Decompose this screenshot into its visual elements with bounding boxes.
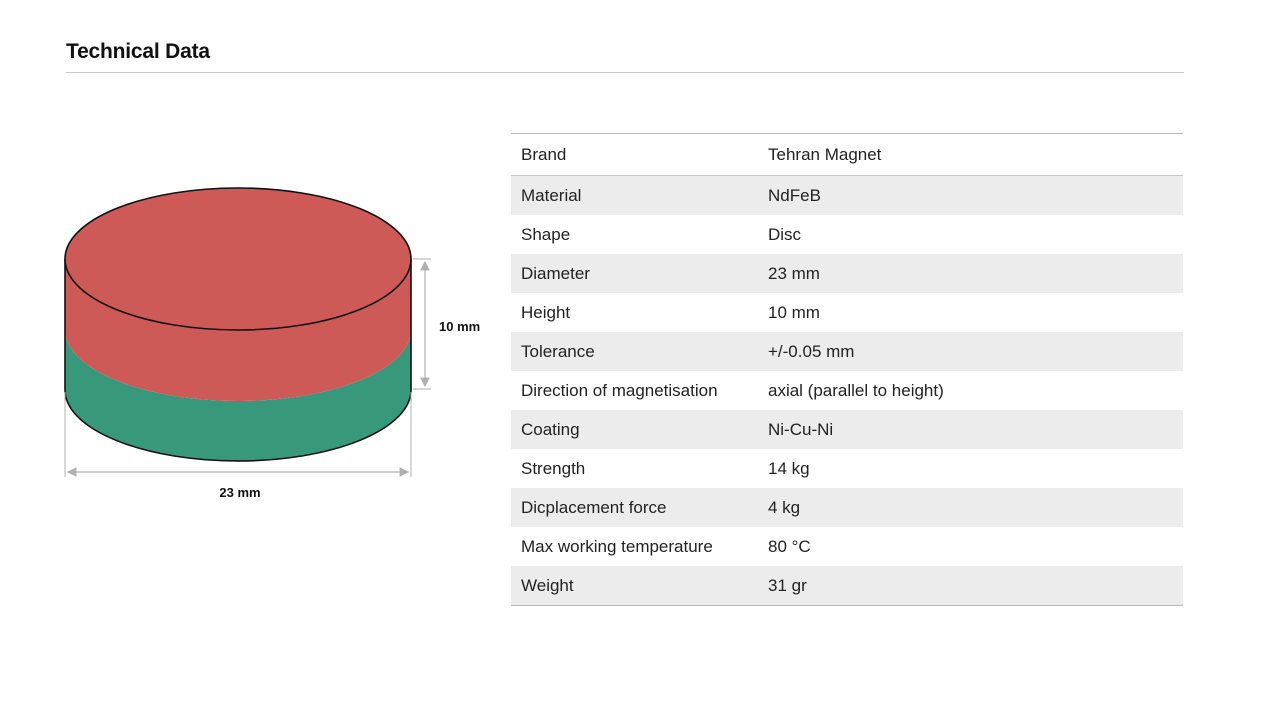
spec-value: Ni-Cu-Ni: [768, 419, 834, 439]
spec-label: Direction of magnetisation: [521, 380, 718, 400]
page-title: Technical Data: [66, 40, 210, 63]
spec-label: Max working temperature: [521, 536, 713, 556]
spec-row: Max working temperature 80 °C: [511, 527, 1183, 566]
spec-row: Direction of magnetisation axial (paralle…: [511, 371, 1183, 410]
spec-row: Material NdFeB: [511, 176, 1183, 215]
south-pole-band: [65, 330, 411, 461]
spec-value: NdFeB: [768, 185, 821, 205]
spec-row: Tolerance +/-0.05 mm: [511, 332, 1183, 371]
spec-row: Strength 14 kg: [511, 449, 1183, 488]
spec-row: Weight 31 gr: [511, 566, 1183, 605]
spec-value: 80 °C: [768, 536, 811, 556]
disc-magnet-diagram: 10 mm 23 mm: [64, 187, 480, 500]
spec-value: Disc: [768, 224, 802, 244]
spec-value: 14 kg: [768, 458, 810, 478]
disc-top-face: [64, 187, 412, 331]
spec-value: 10 mm: [768, 302, 820, 322]
spec-row: Coating Ni-Cu-Ni: [511, 410, 1183, 449]
spec-value: +/-0.05 mm: [768, 341, 855, 361]
spec-label: Diameter: [521, 263, 590, 283]
diameter-dimension-label: 23 mm: [219, 485, 260, 500]
spec-row: Diameter 23 mm: [511, 254, 1183, 293]
spec-value: 4 kg: [768, 497, 801, 517]
spec-label: Weight: [521, 575, 574, 595]
spec-label: Coating: [521, 419, 580, 439]
technical-data-table: Brand Tehran Magnet Material NdFeB Shape Disc…: [511, 133, 1183, 606]
spec-label: Brand: [521, 144, 567, 164]
spec-value: 23 mm: [768, 263, 820, 283]
spec-label: Strength: [521, 458, 586, 478]
spec-label: Tolerance: [521, 341, 595, 361]
spec-value: axial (parallel to height): [768, 380, 944, 400]
spec-label: Material: [521, 185, 582, 205]
height-dimension-label: 10 mm: [439, 319, 480, 334]
spec-row: Dicplacement force 4 kg: [511, 488, 1183, 527]
spec-label: Dicplacement force: [521, 497, 667, 517]
spec-row: Height 10 mm: [511, 293, 1183, 332]
title-divider: [66, 72, 1184, 73]
spec-row: Brand Tehran Magnet: [511, 134, 1183, 176]
spec-label: Shape: [521, 224, 571, 244]
spec-label: Height: [521, 302, 571, 322]
disc-bottom-edge: [64, 389, 412, 462]
spec-value: Tehran Magnet: [768, 144, 882, 164]
spec-value: 31 gr: [768, 575, 807, 595]
spec-row: Shape Disc: [511, 215, 1183, 254]
